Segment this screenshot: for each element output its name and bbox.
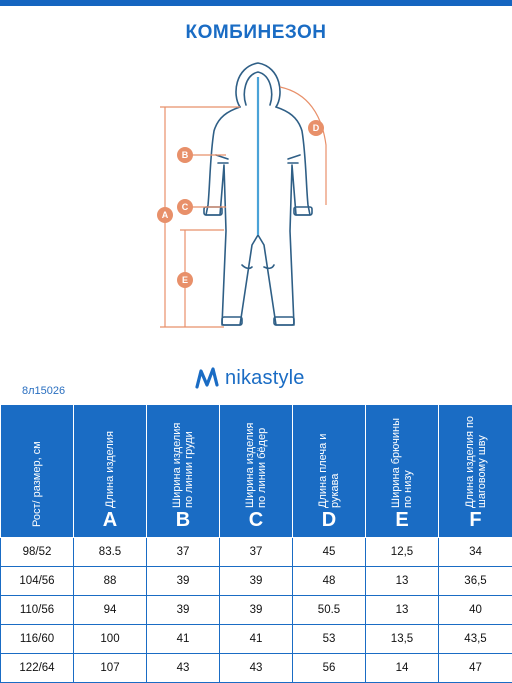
header-text: Длина изделия по шаговому шву <box>463 415 488 508</box>
article-number: 8л15026 <box>22 385 66 397</box>
header-letter: C <box>248 509 264 531</box>
brand-name: nikastyle <box>225 366 305 389</box>
table-cell: 41 <box>219 624 293 654</box>
col-header-shoulder-sleeve: Длина плеча и рукава D <box>292 404 366 538</box>
table-cell: 116/60 <box>0 624 74 654</box>
top-accent-bar <box>0 0 512 6</box>
table-cell: 40 <box>438 595 512 625</box>
table-header-row: Рост/ размер, см Длина изделия A Ширина и… <box>0 404 512 538</box>
table-cell: 48 <box>292 566 366 596</box>
table-cell: 41 <box>146 624 220 654</box>
table-cell: 43,5 <box>438 624 512 654</box>
table-row: 116/60 100 41 41 53 13,5 43,5 <box>0 624 512 654</box>
col-header-length: Длина изделия A <box>73 404 147 538</box>
table-cell: 12,5 <box>365 537 439 567</box>
table-cell: 107 <box>73 653 147 683</box>
svg-text:B: B <box>182 150 189 160</box>
table-row: 98/52 83.5 37 37 45 12,5 34 <box>0 537 512 567</box>
col-header-hip-width: Ширина изделия по линии бёдер C <box>219 404 293 538</box>
col-header-height-size: Рост/ размер, см <box>0 404 74 538</box>
table-cell: 53 <box>292 624 366 654</box>
table-cell: 45 <box>292 537 366 567</box>
table-cell: 43 <box>219 653 293 683</box>
header-letter: F <box>469 509 482 531</box>
header-text: Ширина брючины по низу <box>390 417 414 508</box>
header-text: Ширина изделия по линии бёдер <box>244 422 268 508</box>
table-cell: 13 <box>365 566 439 596</box>
table-cell: 13 <box>365 595 439 625</box>
table-row: 104/56 88 39 39 48 13 36,5 <box>0 566 512 596</box>
nikastyle-logo-icon <box>195 367 219 389</box>
svg-text:C: C <box>182 202 189 212</box>
table-cell: 122/64 <box>0 653 74 683</box>
table-cell: 83.5 <box>73 537 147 567</box>
col-header-leg-width: Ширина брючины по низу E <box>365 404 439 538</box>
table-cell: 94 <box>73 595 147 625</box>
header-text: Ширина изделия по линии груди <box>171 422 195 508</box>
size-table: Рост/ размер, см Длина изделия A Ширина и… <box>0 404 512 683</box>
table-row: 122/64 107 43 43 56 14 47 <box>0 653 512 683</box>
table-cell: 104/56 <box>0 566 74 596</box>
header-text: Длина изделия <box>104 431 116 508</box>
header-letter: E <box>395 509 409 531</box>
table-cell: 43 <box>146 653 220 683</box>
col-header-inseam: Длина изделия по шаговому шву F <box>438 404 512 538</box>
jumpsuit-diagram: A B C D E <box>157 62 327 328</box>
table-cell: 50.5 <box>292 595 366 625</box>
header-text: Длина плеча и рукава <box>317 433 341 508</box>
table-cell: 36,5 <box>438 566 512 596</box>
table-row: 110/56 94 39 39 50.5 13 40 <box>0 595 512 625</box>
table-cell: 47 <box>438 653 512 683</box>
table-cell: 37 <box>146 537 220 567</box>
table-cell: 37 <box>219 537 293 567</box>
col-header-chest-width: Ширина изделия по линии груди B <box>146 404 220 538</box>
svg-text:E: E <box>182 275 188 285</box>
brand-logo: nikastyle <box>195 366 305 390</box>
table-cell: 56 <box>292 653 366 683</box>
svg-text:D: D <box>313 123 320 133</box>
table-cell: 39 <box>219 595 293 625</box>
header-text: Рост/ размер, см <box>31 441 43 527</box>
table-cell: 100 <box>73 624 147 654</box>
table-cell: 39 <box>146 566 220 596</box>
table-cell: 34 <box>438 537 512 567</box>
table-cell: 110/56 <box>0 595 74 625</box>
header-letter: D <box>321 509 337 531</box>
svg-text:A: A <box>162 210 169 220</box>
table-cell: 98/52 <box>0 537 74 567</box>
page-title: КОМБИНЕЗОН <box>185 22 327 43</box>
header-letter: A <box>102 509 118 531</box>
header-letter: B <box>175 509 191 531</box>
table-cell: 88 <box>73 566 147 596</box>
table-cell: 39 <box>219 566 293 596</box>
table-cell: 14 <box>365 653 439 683</box>
table-cell: 13,5 <box>365 624 439 654</box>
table-cell: 39 <box>146 595 220 625</box>
